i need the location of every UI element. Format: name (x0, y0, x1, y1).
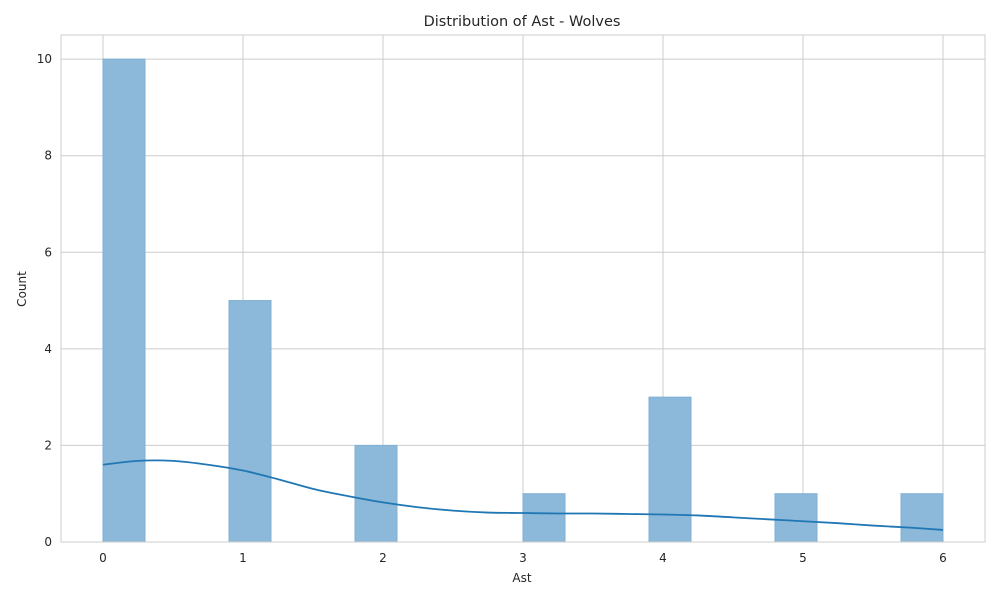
x-tick-label: 3 (519, 551, 527, 565)
histogram-bar (648, 396, 692, 543)
x-tick-label: 4 (659, 551, 667, 565)
labels: Distribution of Ast - Wolves Ast Count (15, 14, 620, 585)
plot-frame (60, 34, 986, 543)
y-tick-label: 0 (44, 535, 52, 549)
kde-curve-group (102, 459, 944, 531)
grid (61, 35, 985, 543)
histogram-bar (900, 493, 944, 543)
x-tick-label: 2 (379, 551, 387, 565)
x-tick-label: 6 (939, 551, 947, 565)
x-tick-label: 0 (99, 551, 107, 565)
axes: 0 1 2 3 4 5 6 0 2 4 6 8 10 (37, 34, 986, 565)
histogram-bar (354, 444, 398, 543)
y-tick-label: 10 (37, 52, 52, 66)
histogram-bar (228, 300, 272, 543)
y-tick-label: 2 (44, 438, 52, 452)
y-tick-label: 6 (44, 245, 52, 259)
bars (102, 58, 944, 543)
x-tick-label: 1 (239, 551, 247, 565)
x-tick-label: 5 (799, 551, 807, 565)
y-tick-label: 8 (44, 149, 52, 163)
chart-title: Distribution of Ast - Wolves (424, 14, 621, 30)
histogram-bar (102, 58, 146, 543)
histogram-bar (522, 493, 566, 543)
kde-line (102, 459, 944, 531)
x-axis-label: Ast (512, 571, 531, 585)
histogram-bar (774, 493, 818, 543)
y-axis-label: Count (15, 271, 29, 307)
y-tick-label: 4 (44, 342, 52, 356)
